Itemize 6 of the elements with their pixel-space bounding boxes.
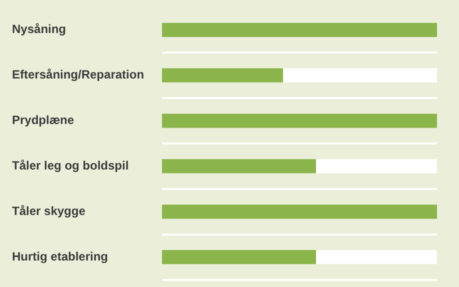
- y-tick-label: Tåler skygge: [12, 204, 86, 218]
- y-tick-label: Hurtig etablering: [12, 249, 108, 264]
- y-tick-label: Nysåning: [12, 22, 66, 36]
- y-tick-label: Eftersåning/Reparation: [12, 68, 144, 82]
- y-tick-label: Tåler leg og boldspil: [12, 158, 129, 173]
- y-tick-label: Prydplæne: [12, 113, 74, 128]
